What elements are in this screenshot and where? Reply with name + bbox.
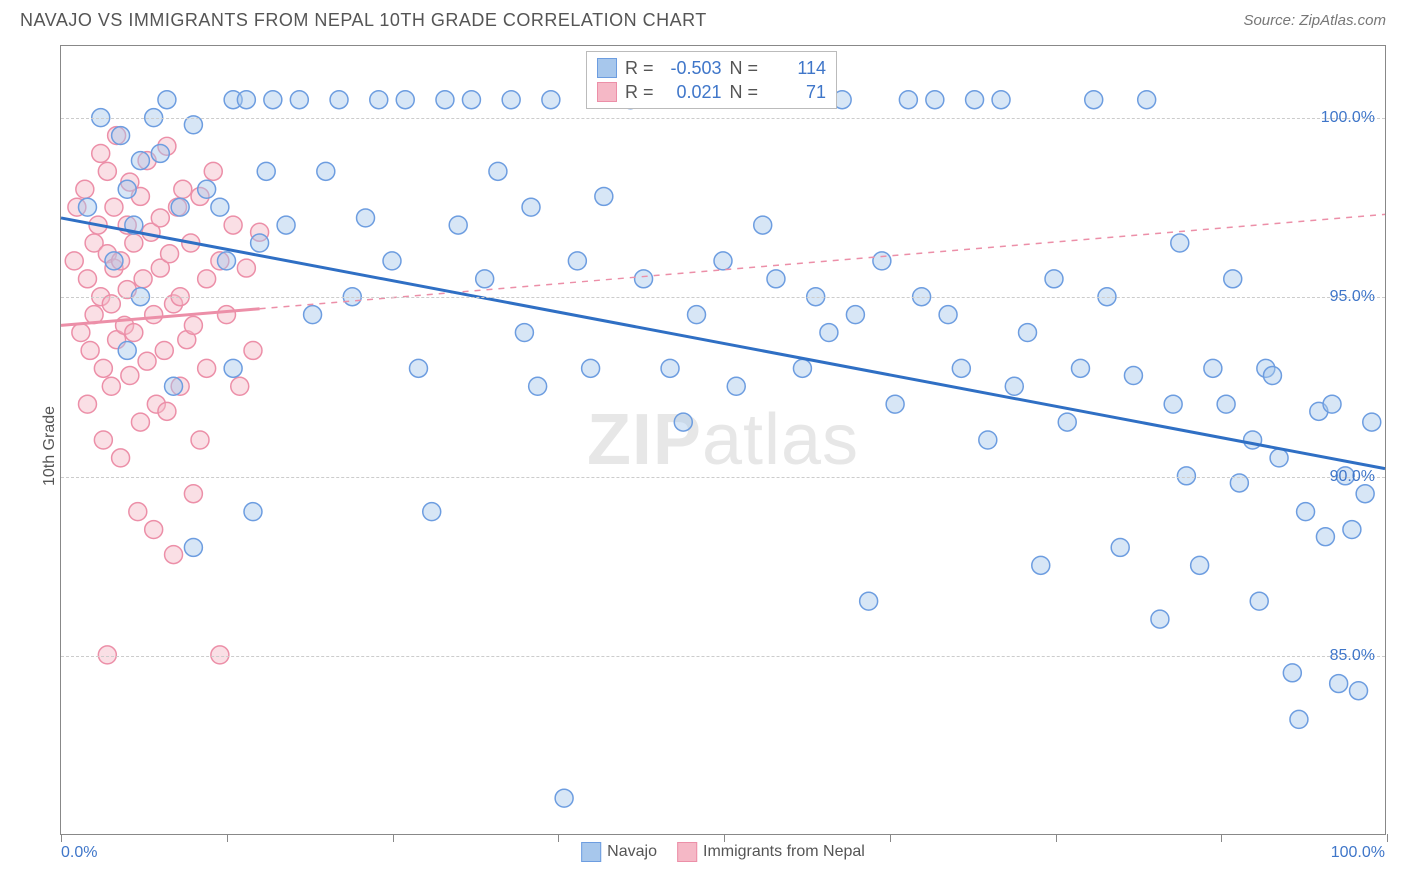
legend-swatch-navajo bbox=[581, 842, 601, 862]
y-tick-label: 85.0% bbox=[1330, 647, 1375, 665]
swatch-nepal bbox=[597, 82, 617, 102]
swatch-navajo bbox=[597, 58, 617, 78]
legend-swatch-nepal bbox=[677, 842, 697, 862]
scatter-plot-svg bbox=[61, 46, 1385, 834]
legend: Navajo Immigrants from Nepal bbox=[581, 842, 865, 862]
y-tick-label: 95.0% bbox=[1330, 288, 1375, 306]
y-tick-label: 100.0% bbox=[1321, 109, 1375, 127]
legend-item-navajo: Navajo bbox=[581, 842, 657, 862]
stats-row-nepal: R = 0.021 N = 71 bbox=[597, 80, 826, 104]
x-axis-max-label: 100.0% bbox=[1331, 844, 1385, 862]
y-axis-label: 10th Grade bbox=[41, 406, 59, 486]
x-axis-min-label: 0.0% bbox=[61, 844, 97, 862]
stats-row-navajo: R = -0.503 N = 114 bbox=[597, 56, 826, 80]
chart-title: NAVAJO VS IMMIGRANTS FROM NEPAL 10TH GRA… bbox=[20, 10, 707, 31]
correlation-stats-box: R = -0.503 N = 114 R = 0.021 N = 71 bbox=[586, 51, 837, 109]
y-tick-label: 90.0% bbox=[1330, 468, 1375, 486]
chart-plot-area: ZIPatlas R = -0.503 N = 114 R = 0.021 N … bbox=[60, 45, 1386, 835]
legend-item-nepal: Immigrants from Nepal bbox=[677, 842, 865, 862]
source-attribution: Source: ZipAtlas.com bbox=[1243, 12, 1386, 29]
